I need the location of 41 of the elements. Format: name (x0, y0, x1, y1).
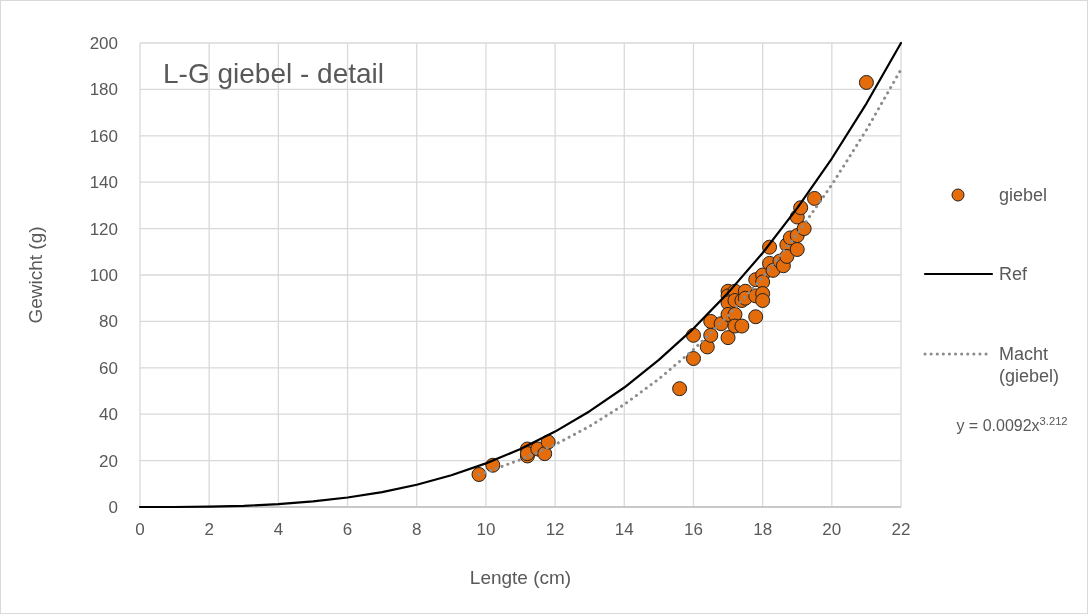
y-tick-label: 100 (89, 266, 118, 285)
point (720, 330, 736, 346)
y-tick-label: 160 (89, 126, 118, 146)
x-axis-title: Lengte (cm) (469, 567, 572, 588)
x-tick-label: 20 (822, 520, 842, 539)
point (685, 351, 701, 367)
line-series (138, 41, 903, 509)
text: y = 0.0092x$^{3.212}$ (956, 415, 1068, 434)
point (672, 381, 688, 397)
point (471, 467, 487, 483)
x-tick-label: 8 (411, 520, 422, 539)
point (734, 318, 750, 334)
legend-label: giebel (999, 185, 1048, 205)
y-tick-label: 120 (89, 219, 118, 239)
x-tick-label: 10 (476, 520, 496, 539)
x-tick-label: 12 (545, 520, 565, 539)
point (807, 190, 823, 206)
legend-label: Macht (giebel) (999, 344, 1060, 386)
y-tick-label: 80 (99, 312, 118, 332)
y-axis-title: Gewicht (g) (25, 226, 46, 324)
point (755, 293, 771, 309)
x-tick-label: 22 (891, 520, 911, 539)
y-tick-label: 140 (89, 173, 118, 193)
x-tick-label: 16 (683, 520, 703, 539)
text: L-G giebel - detail (163, 58, 385, 89)
y-tick-label: 20 (99, 451, 118, 471)
x-tick-label: 2 (204, 520, 214, 539)
point (858, 74, 874, 90)
y-tick-label: 0 (108, 498, 118, 517)
point (748, 309, 764, 325)
x-tick-label: 6 (342, 520, 353, 539)
y-tick-label: 60 (99, 358, 118, 378)
x-tick-label: 18 (753, 520, 773, 539)
y-tick-label: 200 (89, 34, 118, 53)
x-tick-label: 14 (614, 520, 634, 539)
x-tick-label: 4 (273, 520, 284, 539)
y-tick-label: 180 (89, 80, 118, 100)
legend-label: Ref (999, 264, 1029, 284)
y-tick-label: 40 (99, 405, 118, 425)
point (789, 241, 805, 257)
x-tick-label: 0 (135, 520, 145, 539)
